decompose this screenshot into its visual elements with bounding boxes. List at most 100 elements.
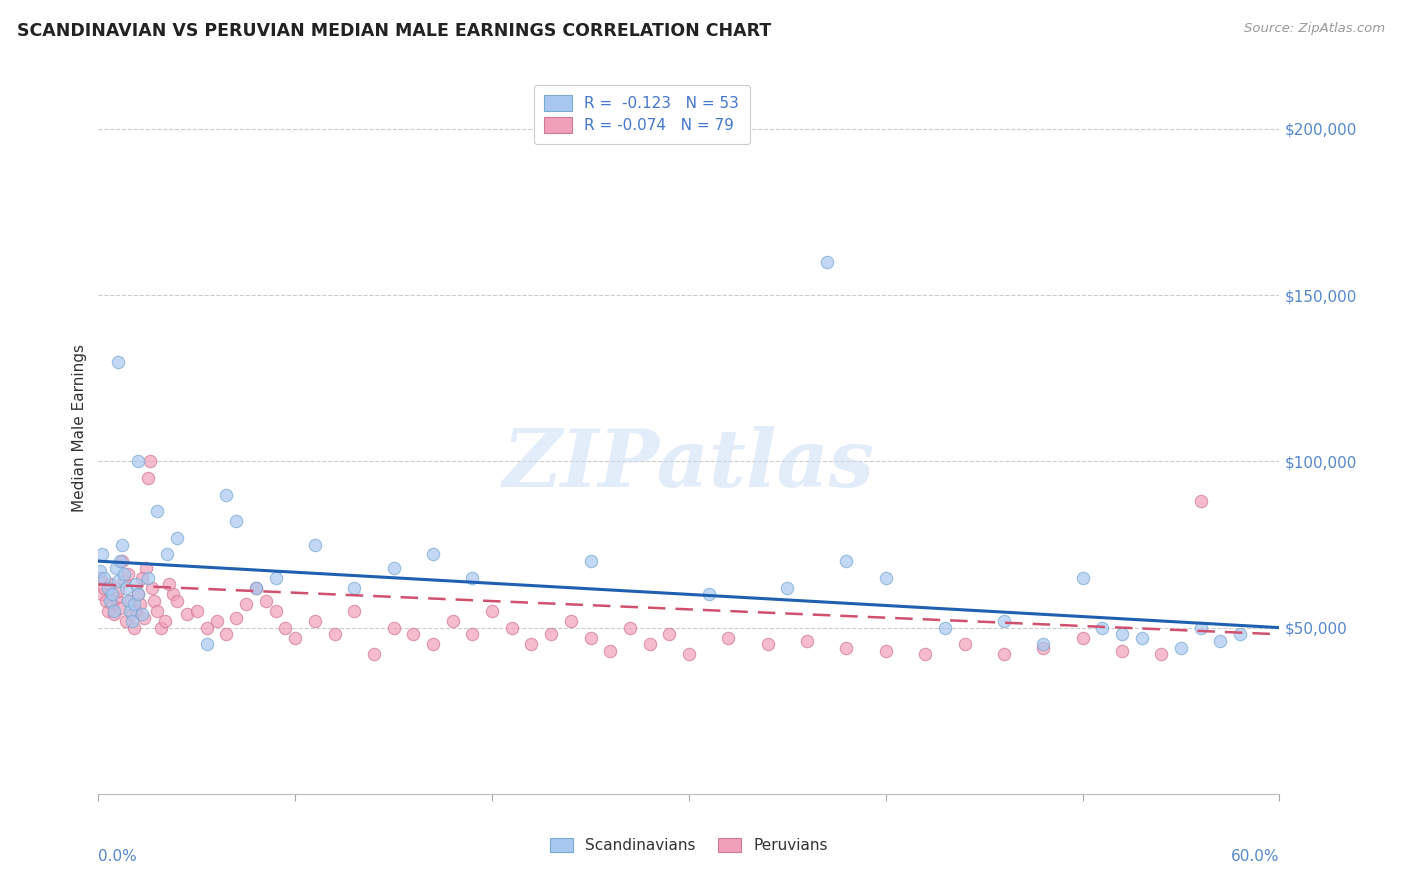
Point <box>98 577 121 591</box>
Point <box>108 600 131 615</box>
Point <box>91 548 114 562</box>
Point <box>501 621 523 635</box>
Point <box>717 631 740 645</box>
Point <box>1091 621 1114 635</box>
Point <box>97 604 120 618</box>
Point <box>245 581 267 595</box>
Point <box>225 514 247 528</box>
Legend: Scandinavians, Peruvians: Scandinavians, Peruvians <box>544 832 834 859</box>
Point <box>245 581 267 595</box>
Point <box>166 594 188 608</box>
Point <box>136 471 159 485</box>
Point <box>254 594 277 608</box>
Point <box>115 614 138 628</box>
Point <box>96 594 118 608</box>
Point <box>122 621 145 635</box>
Point <box>107 574 129 588</box>
Point <box>162 587 184 601</box>
Point <box>1229 627 1251 641</box>
Point <box>264 604 287 618</box>
Point <box>304 614 326 628</box>
Point <box>658 627 681 641</box>
Point <box>776 581 799 595</box>
Point <box>89 564 111 578</box>
Point <box>1032 637 1054 651</box>
Text: 60.0%: 60.0% <box>1232 849 1279 863</box>
Point <box>111 554 134 568</box>
Point <box>225 610 247 624</box>
Point <box>131 571 153 585</box>
Point <box>1209 634 1232 648</box>
Point <box>560 614 582 628</box>
Point <box>195 637 218 651</box>
Point <box>993 614 1015 628</box>
Point <box>103 607 125 622</box>
Point <box>117 567 139 582</box>
Point <box>678 647 700 661</box>
Point <box>128 598 150 612</box>
Point <box>1071 571 1094 585</box>
Point <box>1150 647 1173 661</box>
Point <box>402 627 425 641</box>
Point <box>235 598 257 612</box>
Point <box>284 631 307 645</box>
Point <box>461 627 484 641</box>
Point <box>540 627 562 641</box>
Point <box>135 561 157 575</box>
Point <box>103 604 125 618</box>
Point <box>125 577 148 591</box>
Point <box>697 587 720 601</box>
Point <box>264 571 287 585</box>
Point <box>108 554 131 568</box>
Point <box>156 548 179 562</box>
Point <box>101 598 124 612</box>
Point <box>756 637 779 651</box>
Point <box>138 454 160 468</box>
Point <box>215 488 238 502</box>
Point <box>141 581 163 595</box>
Point <box>875 571 897 585</box>
Point <box>579 631 602 645</box>
Point <box>953 637 976 651</box>
Point <box>176 607 198 622</box>
Point <box>166 531 188 545</box>
Point <box>150 621 173 635</box>
Point <box>343 604 366 618</box>
Point <box>157 577 180 591</box>
Point <box>481 604 503 618</box>
Point <box>382 621 405 635</box>
Point <box>155 614 177 628</box>
Point <box>1071 631 1094 645</box>
Point <box>97 581 120 595</box>
Point <box>1189 621 1212 635</box>
Point <box>91 587 114 601</box>
Point <box>125 604 148 618</box>
Point <box>105 591 128 605</box>
Y-axis label: Median Male Earnings: Median Male Earnings <box>72 344 87 512</box>
Point <box>579 554 602 568</box>
Point <box>131 607 153 622</box>
Point <box>146 504 169 518</box>
Point <box>1111 627 1133 641</box>
Point <box>132 610 155 624</box>
Point <box>1111 644 1133 658</box>
Point <box>875 644 897 658</box>
Point <box>121 607 143 622</box>
Point <box>619 621 641 635</box>
Point <box>142 594 165 608</box>
Point <box>112 567 135 582</box>
Point <box>107 584 129 599</box>
Text: SCANDINAVIAN VS PERUVIAN MEDIAN MALE EARNINGS CORRELATION CHART: SCANDINAVIAN VS PERUVIAN MEDIAN MALE EAR… <box>17 22 770 40</box>
Point <box>914 647 936 661</box>
Point <box>304 537 326 551</box>
Point <box>115 581 138 595</box>
Point <box>934 621 956 635</box>
Point <box>101 587 124 601</box>
Point <box>118 594 141 608</box>
Point <box>121 614 143 628</box>
Point <box>93 571 115 585</box>
Point <box>796 634 818 648</box>
Point <box>89 571 111 585</box>
Point <box>127 587 149 601</box>
Point <box>323 627 346 641</box>
